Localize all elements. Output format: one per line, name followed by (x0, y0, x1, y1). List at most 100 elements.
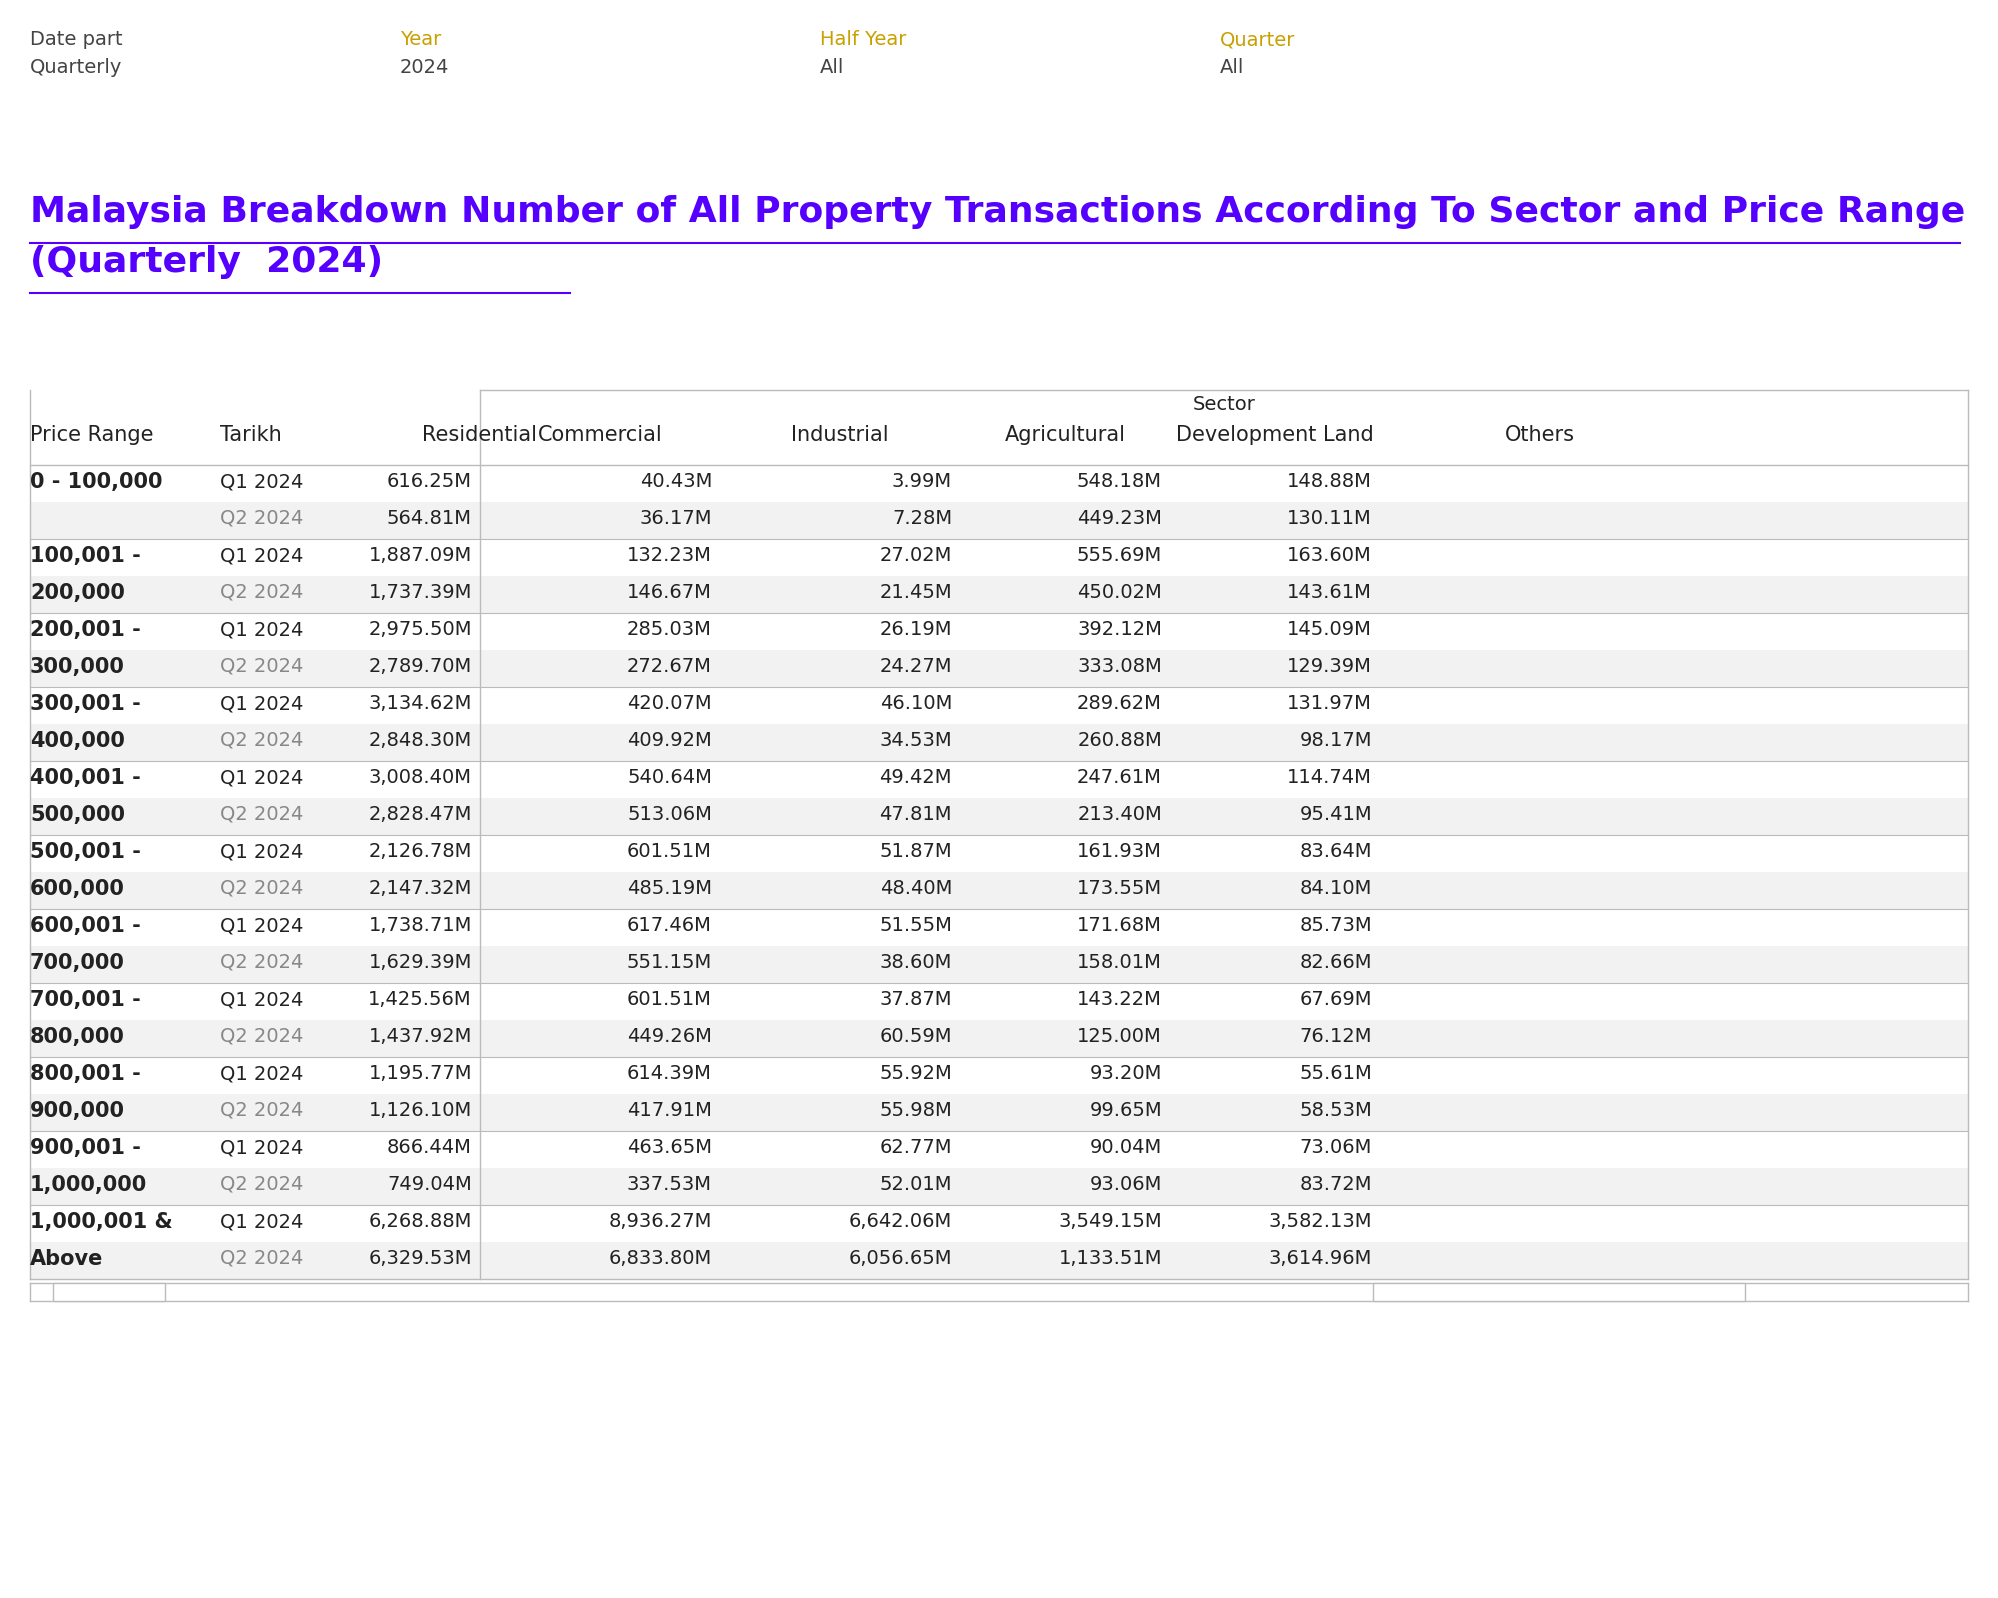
FancyBboxPatch shape (30, 873, 1968, 909)
Text: Q1 2024: Q1 2024 (220, 1211, 304, 1230)
FancyBboxPatch shape (1373, 1283, 1744, 1301)
Text: 83.64M: 83.64M (1299, 842, 1373, 861)
Text: 131.97M: 131.97M (1287, 694, 1373, 713)
Text: 866.44M: 866.44M (388, 1138, 472, 1157)
Text: (Quarterly  2024): (Quarterly 2024) (30, 244, 384, 280)
FancyBboxPatch shape (30, 1095, 1968, 1131)
Text: 1,887.09M: 1,887.09M (370, 547, 472, 566)
Text: 55.98M: 55.98M (879, 1101, 951, 1120)
Text: Q1 2024: Q1 2024 (220, 916, 304, 935)
Text: 3,549.15M: 3,549.15M (1059, 1211, 1163, 1230)
Text: Q2 2024: Q2 2024 (220, 1175, 304, 1194)
Text: All: All (819, 58, 845, 77)
FancyBboxPatch shape (30, 1205, 1968, 1242)
Text: Industrial: Industrial (791, 425, 889, 444)
Text: Others: Others (1504, 425, 1574, 444)
Text: 247.61M: 247.61M (1077, 769, 1163, 786)
Text: Q1 2024: Q1 2024 (220, 991, 304, 1008)
Text: 2024: 2024 (400, 58, 450, 77)
Text: 800,001 -: 800,001 - (30, 1064, 140, 1083)
Text: 47.81M: 47.81M (879, 805, 951, 825)
Text: Q2 2024: Q2 2024 (220, 1028, 304, 1047)
Text: 2,789.70M: 2,789.70M (370, 657, 472, 676)
FancyBboxPatch shape (30, 836, 1968, 873)
Text: 1,133.51M: 1,133.51M (1059, 1250, 1163, 1267)
Text: 145.09M: 145.09M (1287, 620, 1373, 639)
Text: 98.17M: 98.17M (1299, 730, 1373, 749)
Text: Q1 2024: Q1 2024 (220, 842, 304, 861)
Text: 83.72M: 83.72M (1299, 1175, 1373, 1194)
Text: 3,614.96M: 3,614.96M (1269, 1250, 1373, 1267)
FancyBboxPatch shape (30, 983, 1968, 1020)
Text: Q1 2024: Q1 2024 (220, 620, 304, 639)
Text: 129.39M: 129.39M (1287, 657, 1373, 676)
Text: 2,828.47M: 2,828.47M (368, 805, 472, 825)
Text: 161.93M: 161.93M (1077, 842, 1163, 861)
Text: Q1 2024: Q1 2024 (220, 1064, 304, 1083)
Text: 1,126.10M: 1,126.10M (370, 1101, 472, 1120)
Text: 6,642.06M: 6,642.06M (849, 1211, 951, 1230)
Text: Q1 2024: Q1 2024 (220, 471, 304, 491)
Text: 3,134.62M: 3,134.62M (368, 694, 472, 713)
FancyBboxPatch shape (30, 539, 1968, 575)
Text: 272.67M: 272.67M (627, 657, 711, 676)
Text: 46.10M: 46.10M (879, 694, 951, 713)
Text: 130.11M: 130.11M (1287, 510, 1373, 527)
Text: 200,000: 200,000 (30, 583, 124, 602)
Text: 749.04M: 749.04M (388, 1175, 472, 1194)
Text: 1,738.71M: 1,738.71M (368, 916, 472, 935)
Text: 146.67M: 146.67M (627, 583, 711, 602)
Text: 417.91M: 417.91M (627, 1101, 711, 1120)
Text: 485.19M: 485.19M (627, 879, 711, 898)
Text: Date part: Date part (30, 30, 122, 50)
Text: Q2 2024: Q2 2024 (220, 1101, 304, 1120)
Text: 213.40M: 213.40M (1077, 805, 1163, 825)
FancyBboxPatch shape (30, 761, 1968, 797)
FancyBboxPatch shape (30, 1242, 1968, 1278)
Text: 8,936.27M: 8,936.27M (609, 1211, 711, 1230)
Text: 285.03M: 285.03M (627, 620, 711, 639)
Text: 85.73M: 85.73M (1299, 916, 1373, 935)
FancyBboxPatch shape (30, 797, 1968, 836)
Text: 95.41M: 95.41M (1299, 805, 1373, 825)
FancyBboxPatch shape (52, 1283, 166, 1301)
Text: Year: Year (400, 30, 442, 50)
Text: 26.19M: 26.19M (879, 620, 951, 639)
Text: 143.22M: 143.22M (1077, 991, 1163, 1008)
Text: 82.66M: 82.66M (1299, 952, 1373, 972)
Text: 171.68M: 171.68M (1077, 916, 1163, 935)
Text: 36.17M: 36.17M (639, 510, 711, 527)
Text: 337.53M: 337.53M (627, 1175, 711, 1194)
Text: 1,629.39M: 1,629.39M (368, 952, 472, 972)
Text: Half Year: Half Year (819, 30, 907, 50)
Text: 93.06M: 93.06M (1089, 1175, 1163, 1194)
Text: 6,056.65M: 6,056.65M (849, 1250, 951, 1267)
Text: 163.60M: 163.60M (1287, 547, 1373, 566)
Text: 300,001 -: 300,001 - (30, 694, 140, 714)
Text: Agricultural: Agricultural (1005, 425, 1125, 444)
Text: 564.81M: 564.81M (388, 510, 472, 527)
Text: 51.55M: 51.55M (879, 916, 951, 935)
Text: Q2 2024: Q2 2024 (220, 730, 304, 749)
Text: Q1 2024: Q1 2024 (220, 547, 304, 566)
Text: 600,001 -: 600,001 - (30, 916, 140, 936)
Text: 400,000: 400,000 (30, 730, 124, 751)
Text: 27.02M: 27.02M (879, 547, 951, 566)
FancyBboxPatch shape (30, 465, 1968, 502)
Text: 132.23M: 132.23M (627, 547, 711, 566)
Text: 2,126.78M: 2,126.78M (368, 842, 472, 861)
Text: 1,737.39M: 1,737.39M (368, 583, 472, 602)
Text: 540.64M: 540.64M (627, 769, 711, 786)
Text: 3,008.40M: 3,008.40M (370, 769, 472, 786)
Text: 34.53M: 34.53M (879, 730, 951, 749)
Text: Price Range: Price Range (30, 425, 154, 444)
FancyBboxPatch shape (30, 687, 1968, 724)
Text: Sector: Sector (1193, 395, 1255, 414)
Text: 0 - 100,000: 0 - 100,000 (30, 471, 162, 492)
Text: 24.27M: 24.27M (879, 657, 951, 676)
Text: 500,000: 500,000 (30, 805, 126, 825)
Text: 600,000: 600,000 (30, 879, 124, 900)
Text: 2,147.32M: 2,147.32M (368, 879, 472, 898)
Text: 38.60M: 38.60M (879, 952, 951, 972)
Text: 617.46M: 617.46M (627, 916, 711, 935)
